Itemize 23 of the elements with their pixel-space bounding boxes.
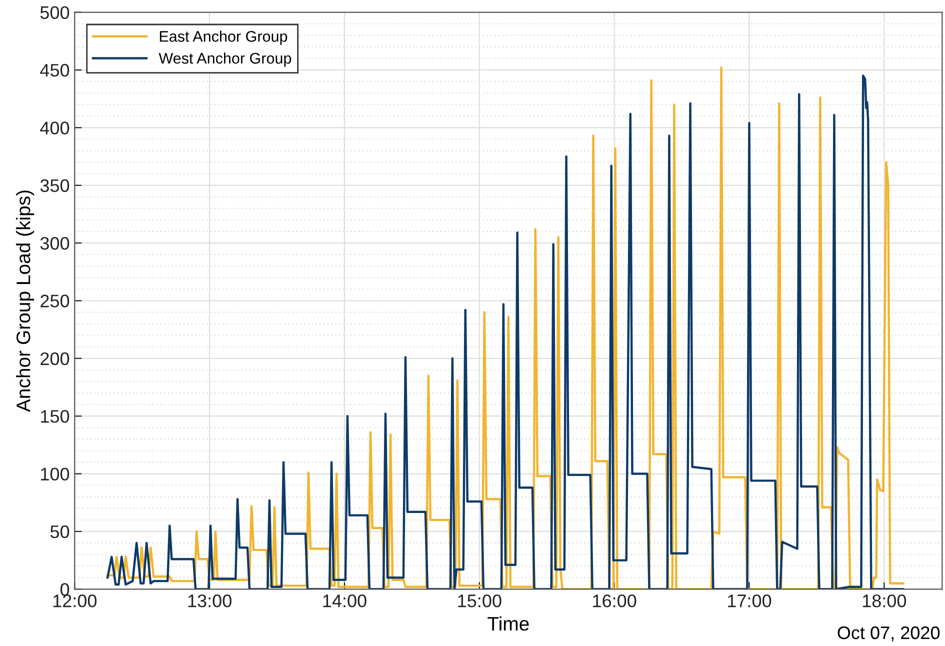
x-tick-label: 14:00 — [323, 594, 366, 608]
y-tick-label: 300 — [40, 236, 70, 250]
y-tick-label: 0 — [60, 583, 70, 596]
x-tick-label: 15:00 — [458, 594, 502, 608]
y-tick-label: 450 — [40, 64, 70, 77]
x-tick-label: 16:00 — [593, 594, 636, 608]
y-tick-label: 50 — [50, 525, 70, 538]
y-tick-label: 350 — [40, 179, 70, 192]
y-tick-label: 250 — [40, 294, 70, 308]
y-axis-title: Anchor Group Load (kips) — [16, 190, 34, 412]
y-tick-label: 150 — [41, 410, 70, 423]
x-tick-label: 12:00 — [53, 594, 97, 608]
x-tick-label: 17:00 — [728, 594, 772, 608]
legend-label: West Anchor Group — [158, 52, 292, 67]
y-tick-label: 100 — [41, 468, 70, 480]
legend-label: East Anchor Group — [160, 30, 288, 45]
text: Oct 07, 2020 — [838, 626, 940, 642]
y-tick-label: 500 — [40, 6, 70, 19]
x-tick-label: 18:00 — [862, 594, 906, 608]
y-tick-label: 400 — [40, 122, 70, 134]
y-tick-label: 200 — [40, 352, 70, 366]
x-axis-title: Time — [488, 616, 529, 631]
x-tick-label: 13:00 — [188, 594, 232, 608]
